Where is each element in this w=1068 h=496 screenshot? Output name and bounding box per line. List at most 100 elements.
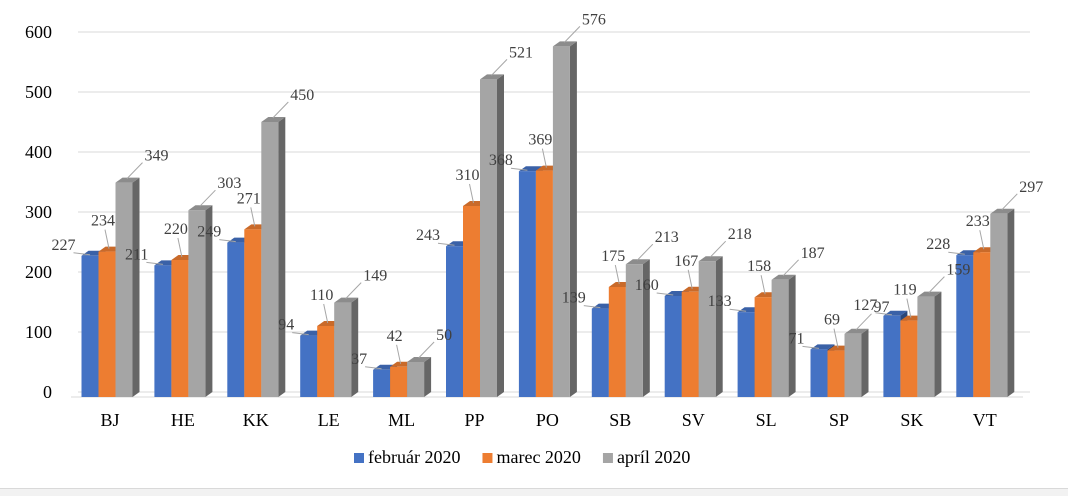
data-label-KK-series-2: 271: [237, 190, 261, 207]
bar-PO-series-3: [552, 41, 577, 398]
leader-KK-3: [272, 101, 289, 119]
bar-front-KK-1: [227, 242, 245, 397]
bar-front-SP-2: [827, 350, 845, 397]
bar-side-SL-3: [788, 274, 796, 397]
data-label-SP-series-3: 97: [874, 299, 890, 316]
leader-LE-1: [292, 332, 309, 336]
leader-HE-1: [146, 261, 163, 265]
bar-side-VT-3: [1007, 208, 1015, 397]
data-label-PP-series-3: 521: [509, 44, 533, 61]
leader-SV-2: [687, 269, 693, 289]
bar-front-KK-2: [244, 229, 262, 397]
leader-SV-1: [656, 292, 674, 296]
data-label-SL-series-3: 187: [801, 245, 825, 262]
bar-front-PP-1: [446, 246, 463, 397]
bar-SP-series-3: [844, 328, 869, 397]
leader-SK-3: [928, 276, 945, 293]
bar-top-SV-3: [698, 256, 723, 262]
data-label-SP-series-1: 71: [789, 330, 805, 347]
leader-SL-3: [782, 259, 799, 277]
bar-front-SK-1: [883, 315, 901, 397]
bar-PP-series-3: [480, 74, 504, 398]
bar-top-BJ-3: [115, 177, 140, 183]
bar-SL-series-3: [771, 274, 796, 397]
bar-VT-series-3: [990, 208, 1015, 397]
bar-front-SL-1: [737, 312, 755, 397]
x-tick-label-HE: HE: [171, 410, 195, 430]
leader-ML-2: [396, 344, 402, 364]
x-tick-label-LE: LE: [318, 410, 340, 430]
bar-side-SK-3: [934, 291, 942, 397]
leader-BJ-2: [104, 229, 110, 249]
bar-front-LE-2: [317, 326, 335, 397]
bar-front-ML-1: [373, 369, 391, 397]
bar-front-VT-3: [990, 213, 1008, 397]
data-label-PO-series-1: 368: [489, 152, 513, 169]
bar-SB-series-3: [625, 259, 650, 397]
leader-ML-1: [365, 366, 382, 370]
leader-VT-1: [948, 251, 965, 255]
data-label-PO-series-2: 369: [528, 132, 552, 149]
leader-BJ-3: [126, 162, 143, 179]
bar-front-BJ-2: [98, 251, 116, 397]
x-tick-label-SB: SB: [609, 410, 631, 430]
data-label-LE-series-2: 110: [310, 287, 333, 304]
leader-PO-3: [564, 26, 581, 43]
bar-top-LE-3: [334, 297, 359, 303]
y-tick-label-300: 300: [25, 202, 52, 222]
data-label-BJ-series-1: 227: [52, 237, 76, 254]
bar-front-PO-3: [552, 46, 570, 398]
x-tick-label-ML: ML: [388, 410, 415, 430]
legend-swatch-2: [482, 453, 493, 463]
bar-SV-series-3: [698, 256, 723, 397]
leader-HE-3: [199, 189, 216, 207]
data-labels: 227 234 349 211 220 303 249 271 450 94 110 149 37 42 5…: [52, 11, 1044, 367]
data-label-BJ-series-2: 234: [91, 213, 115, 230]
bar-side-PO-3: [569, 41, 577, 398]
bar-front-VT-2: [973, 252, 991, 397]
leader-SB-2: [614, 264, 620, 285]
data-label-BJ-series-3: 349: [145, 148, 169, 165]
bar-front-PO-2: [535, 170, 553, 397]
bottom-strip: [0, 488, 1068, 496]
bar-front-HE-1: [154, 265, 172, 397]
legend: február 2020 marec 2020 apríl 2020: [354, 447, 690, 467]
leader-SB-1: [583, 305, 601, 309]
leader-lines: [73, 26, 1018, 370]
leader-VT-3: [1001, 193, 1018, 211]
data-label-PO-series-3: 576: [582, 11, 606, 28]
data-label-HE-series-3: 303: [217, 175, 241, 192]
bar-front-SL-3: [771, 279, 789, 397]
bar-top-SK-3: [917, 291, 942, 297]
bar-front-PO-1: [518, 171, 536, 397]
bar-front-SV-2: [681, 291, 699, 397]
leader-ML-3: [418, 341, 435, 359]
leader-SK-1: [875, 312, 892, 316]
bar-front-HE-3: [188, 210, 206, 397]
bar-front-SP-1: [810, 349, 828, 397]
data-label-VT-series-2: 233: [966, 213, 990, 230]
leader-LE-3: [345, 282, 362, 299]
bar-side-SP-3: [861, 328, 869, 397]
leader-SP-2: [833, 328, 839, 348]
bar-LE-series-3: [334, 297, 359, 397]
bar-side-KK-3: [278, 117, 286, 397]
bar-front-LE-1: [300, 335, 318, 397]
bar-front-VT-1: [956, 255, 974, 397]
bar-front-KK-3: [261, 122, 279, 397]
bar-front-SV-3: [698, 261, 716, 397]
x-tick-label-SP: SP: [829, 410, 849, 430]
legend-label-2: marec 2020: [496, 447, 580, 467]
data-label-SL-series-2: 158: [747, 258, 771, 275]
data-label-ML-series-1: 37: [351, 351, 367, 368]
y-axis: 0 100 200 300 400 500 600: [25, 22, 52, 402]
bar-side-ML-3: [424, 357, 432, 397]
data-label-LE-series-1: 94: [278, 317, 294, 334]
bar-top-SB-3: [625, 259, 650, 265]
data-label-HE-series-1: 211: [125, 246, 148, 263]
bar-front-SB-2: [608, 287, 626, 397]
leader-BJ-1: [73, 252, 91, 256]
bar-KK-series-3: [261, 117, 286, 397]
data-label-SL-series-1: 133: [708, 293, 732, 310]
